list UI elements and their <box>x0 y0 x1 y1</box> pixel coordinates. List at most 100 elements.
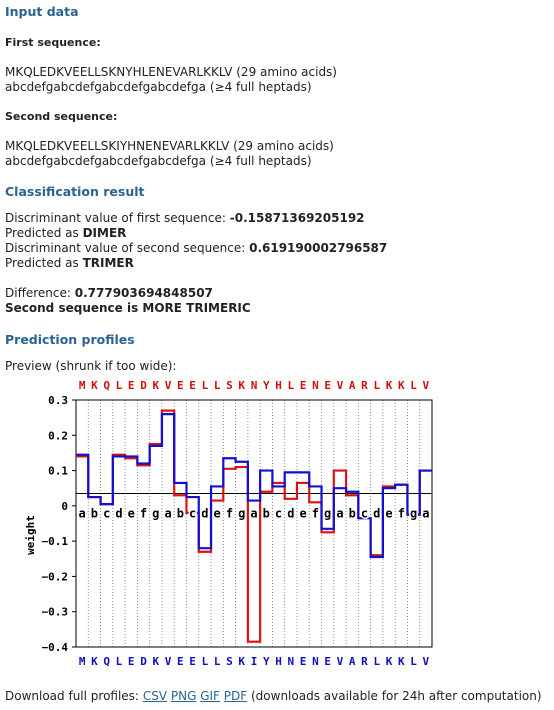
top-residue-label: Q <box>103 379 110 392</box>
register-label: b <box>263 507 270 521</box>
first-sequence: MKQLEDKVEELLSKNYHLENEVARLKKLV <box>5 65 233 79</box>
register-label: d <box>373 507 380 521</box>
bottom-residue-label: I <box>251 655 258 668</box>
top-residue-label: K <box>386 379 393 392</box>
second-sequence: MKQLEDKVEELLSKIYHNENEVARLKKLV <box>5 139 230 153</box>
top-residue-label: L <box>288 379 295 392</box>
register-label: a <box>250 507 257 521</box>
top-residue-label: K <box>238 379 245 392</box>
bottom-residue-label: E <box>300 655 307 668</box>
bottom-residue-label: N <box>288 655 295 668</box>
y-axis-label: weight <box>24 515 37 555</box>
register-label: f <box>398 507 405 521</box>
y-tick-label: −0.4 <box>42 641 69 654</box>
register-label: a <box>336 507 343 521</box>
pred2-label: Predicted as <box>5 256 79 270</box>
pred2-line: Predicted as TRIMER <box>5 256 134 271</box>
top-residue-label: S <box>226 379 233 392</box>
disc1-value: -0.15871369205192 <box>229 211 365 225</box>
register-label: b <box>177 507 184 521</box>
top-residue-label: M <box>79 379 86 392</box>
top-residue-label: V <box>337 379 344 392</box>
register-label: f <box>140 507 147 521</box>
register-label: g <box>410 507 417 521</box>
series-second-line <box>76 413 432 559</box>
second-sequence-line: MKQLEDKVEELLSKIYHNENEVARLKKLV (29 amino … <box>5 139 334 154</box>
download-prefix: Download full profiles: <box>5 689 139 703</box>
bottom-residue-label: E <box>189 655 196 668</box>
register-label: c <box>275 507 282 521</box>
bottom-residue-label: Y <box>263 655 270 668</box>
y-tick-label: 0.3 <box>48 394 68 407</box>
bottom-residue-label: L <box>214 655 221 668</box>
bottom-residue-label: K <box>152 655 159 668</box>
bottom-residue-label: V <box>337 655 344 668</box>
difference-value: 0.777903694848507 <box>74 286 213 300</box>
register-label: g <box>152 507 159 521</box>
top-residue-label: N <box>312 379 319 392</box>
chart-labels: 0.30.20.10−0.1−0.2−0.3−0.4a b c d e f g a b c d e f g… <box>42 379 431 668</box>
download-pdf-link[interactable]: PDF <box>223 689 248 703</box>
y-tick-label: −0.3 <box>42 606 69 619</box>
pred1-label: Predicted as <box>5 226 79 240</box>
first-sequence-note: (29 amino acids) <box>236 65 337 79</box>
register-label: f <box>226 507 233 521</box>
second-sequence-label: Second sequence: <box>5 110 118 123</box>
second-registers-line: abcdefgabcdefgabcdefgabcdefga (≥4 full h… <box>5 154 312 169</box>
top-residue-label: E <box>177 379 184 392</box>
classification-heading: Classification result <box>5 184 145 199</box>
download-gif-link[interactable]: GIF <box>200 689 220 703</box>
bottom-residue-label: R <box>361 655 368 668</box>
y-tick-label: 0.2 <box>48 429 68 442</box>
bottom-residue-label: N <box>312 655 319 668</box>
pred1-value: DIMER <box>82 226 127 240</box>
register-label: a <box>422 507 429 521</box>
y-tick-label: −0.2 <box>42 570 69 583</box>
disc1-line: Discriminant value of first sequence: -0… <box>5 211 365 226</box>
bottom-residue-label: L <box>202 655 209 668</box>
difference-label: Difference: <box>5 286 71 300</box>
first-registers: abcdefgabcdefgabcdefgabcdefga <box>5 80 206 94</box>
top-residue-label: L <box>116 379 123 392</box>
top-residue-label: L <box>202 379 209 392</box>
top-residue-label: L <box>373 379 380 392</box>
bottom-residue-label: M <box>79 655 86 668</box>
disc2-label: Discriminant value of second sequence: <box>5 241 246 255</box>
register-label: f <box>312 507 319 521</box>
bottom-residue-label: V <box>165 655 172 668</box>
conclusion: Second sequence is MORE TRIMERIC <box>5 301 251 315</box>
bottom-residue-label: E <box>177 655 184 668</box>
chart-series <box>76 409 432 643</box>
register-label: b <box>349 507 356 521</box>
bottom-residue-label: A <box>349 655 356 668</box>
top-residue-label: L <box>410 379 417 392</box>
register-label: g <box>238 507 245 521</box>
disc2-line: Discriminant value of second sequence: 0… <box>5 241 387 256</box>
register-label: g <box>324 507 331 521</box>
bottom-residue-label: K <box>398 655 405 668</box>
bottom-residue-label: D <box>140 655 147 668</box>
top-residue-label: L <box>214 379 221 392</box>
download-line: Download full profiles: CSV PNG GIF PDF … <box>5 689 542 704</box>
bottom-residue-label: K <box>238 655 245 668</box>
top-residue-label: N <box>251 379 258 392</box>
bottom-residue-label: E <box>128 655 135 668</box>
top-residue-label: K <box>398 379 405 392</box>
second-registers-note: (≥4 full heptads) <box>209 154 312 168</box>
download-png-link[interactable]: PNG <box>170 689 197 703</box>
bottom-residue-label: K <box>386 655 393 668</box>
top-residue-label: K <box>152 379 159 392</box>
profiles-heading: Prediction profiles <box>5 332 135 347</box>
top-residue-label: E <box>189 379 196 392</box>
bottom-residue-label: K <box>91 655 98 668</box>
bottom-residue-label: L <box>116 655 123 668</box>
pred1-line: Predicted as DIMER <box>5 226 126 241</box>
series-first-line <box>76 409 432 643</box>
register-label: e <box>385 507 392 521</box>
top-residue-label: E <box>128 379 135 392</box>
top-residue-label: V <box>423 379 430 392</box>
top-residue-label: D <box>140 379 147 392</box>
top-residue-label: V <box>165 379 172 392</box>
preview-label: Preview (shrunk if too wide): <box>5 359 177 373</box>
download-csv-link[interactable]: CSV <box>142 689 168 703</box>
